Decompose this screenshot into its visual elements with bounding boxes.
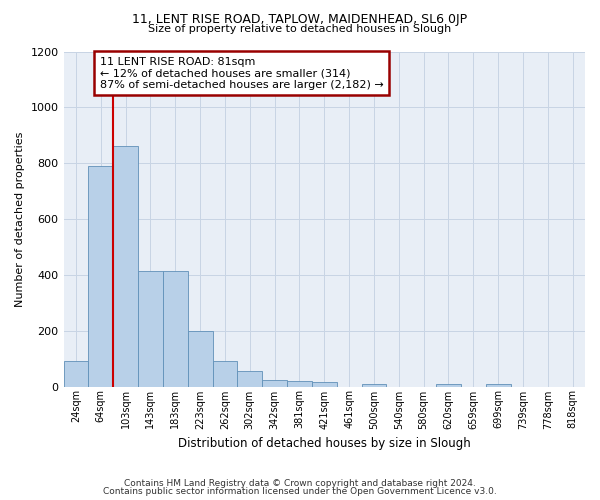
Text: Size of property relative to detached houses in Slough: Size of property relative to detached ho…: [148, 24, 452, 34]
Bar: [485, 384, 511, 386]
X-axis label: Distribution of detached houses by size in Slough: Distribution of detached houses by size …: [178, 437, 470, 450]
Text: 11, LENT RISE ROAD, TAPLOW, MAIDENHEAD, SL6 0JP: 11, LENT RISE ROAD, TAPLOW, MAIDENHEAD, …: [133, 12, 467, 26]
Bar: [436, 384, 461, 386]
Bar: [238, 371, 262, 386]
Text: Contains HM Land Registry data © Crown copyright and database right 2024.: Contains HM Land Registry data © Crown c…: [124, 478, 476, 488]
Bar: [287, 381, 312, 386]
Bar: [113, 146, 138, 386]
Text: 11 LENT RISE ROAD: 81sqm
← 12% of detached houses are smaller (314)
87% of semi-: 11 LENT RISE ROAD: 81sqm ← 12% of detach…: [100, 56, 384, 90]
Y-axis label: Number of detached properties: Number of detached properties: [15, 132, 25, 306]
Bar: [188, 330, 212, 386]
Text: Contains public sector information licensed under the Open Government Licence v3: Contains public sector information licen…: [103, 487, 497, 496]
Bar: [64, 362, 88, 386]
Bar: [262, 380, 287, 386]
Bar: [163, 270, 188, 386]
Bar: [312, 382, 337, 386]
Bar: [212, 362, 238, 386]
Bar: [362, 384, 386, 386]
Bar: [138, 270, 163, 386]
Bar: [88, 166, 113, 386]
